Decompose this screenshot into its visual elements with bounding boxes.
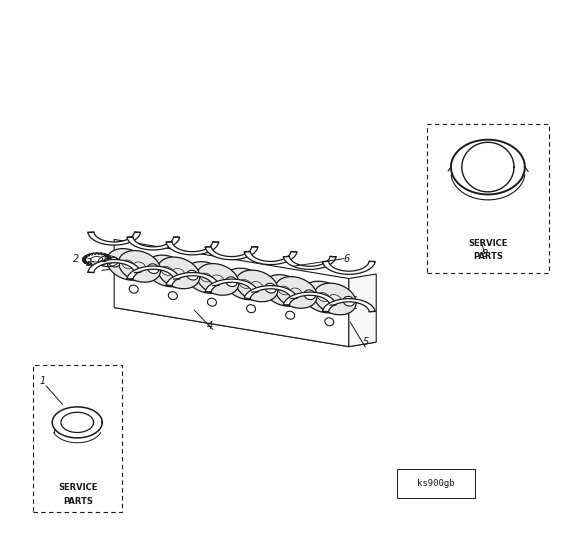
Polygon shape — [236, 270, 278, 302]
Polygon shape — [247, 305, 256, 313]
Polygon shape — [323, 262, 375, 274]
Text: SERVICE: SERVICE — [468, 239, 507, 248]
Polygon shape — [286, 311, 295, 319]
FancyBboxPatch shape — [397, 468, 475, 498]
Polygon shape — [224, 268, 266, 300]
Polygon shape — [323, 299, 375, 312]
Polygon shape — [166, 242, 219, 255]
Text: 1: 1 — [39, 376, 46, 387]
Text: 5: 5 — [363, 337, 369, 347]
Polygon shape — [114, 240, 349, 347]
Polygon shape — [302, 281, 344, 313]
Polygon shape — [207, 298, 217, 306]
FancyBboxPatch shape — [426, 123, 549, 273]
Text: PARTS: PARTS — [473, 252, 503, 261]
Text: 8: 8 — [482, 249, 488, 259]
Polygon shape — [314, 283, 356, 315]
Text: 6: 6 — [344, 254, 350, 264]
Polygon shape — [185, 262, 227, 293]
Text: 4: 4 — [207, 321, 213, 331]
Polygon shape — [88, 259, 141, 272]
Polygon shape — [197, 264, 239, 295]
Polygon shape — [129, 285, 138, 293]
Polygon shape — [304, 290, 316, 300]
Polygon shape — [108, 257, 120, 267]
Polygon shape — [127, 266, 180, 279]
Polygon shape — [325, 318, 334, 326]
Polygon shape — [283, 292, 336, 305]
Polygon shape — [187, 270, 198, 280]
Polygon shape — [114, 303, 376, 347]
Polygon shape — [205, 279, 258, 292]
Polygon shape — [244, 252, 297, 265]
Polygon shape — [88, 232, 141, 245]
Polygon shape — [263, 275, 305, 306]
Polygon shape — [127, 237, 180, 250]
Polygon shape — [226, 277, 237, 287]
Text: 1: 1 — [101, 254, 108, 264]
Polygon shape — [107, 248, 149, 280]
Polygon shape — [265, 283, 276, 293]
Text: 3: 3 — [85, 258, 92, 269]
Polygon shape — [168, 292, 177, 300]
Polygon shape — [119, 251, 161, 282]
Polygon shape — [166, 272, 219, 286]
Polygon shape — [244, 286, 297, 299]
Text: PARTS: PARTS — [63, 497, 93, 506]
Text: ks900gb: ks900gb — [417, 479, 455, 488]
Text: SERVICE: SERVICE — [58, 483, 97, 492]
Polygon shape — [275, 277, 317, 308]
Polygon shape — [205, 247, 258, 260]
Polygon shape — [343, 296, 354, 306]
Polygon shape — [349, 274, 376, 347]
Text: 2: 2 — [73, 254, 79, 264]
Polygon shape — [158, 257, 200, 289]
FancyBboxPatch shape — [33, 365, 122, 512]
Polygon shape — [147, 264, 159, 274]
Polygon shape — [146, 255, 188, 287]
Polygon shape — [283, 257, 336, 269]
